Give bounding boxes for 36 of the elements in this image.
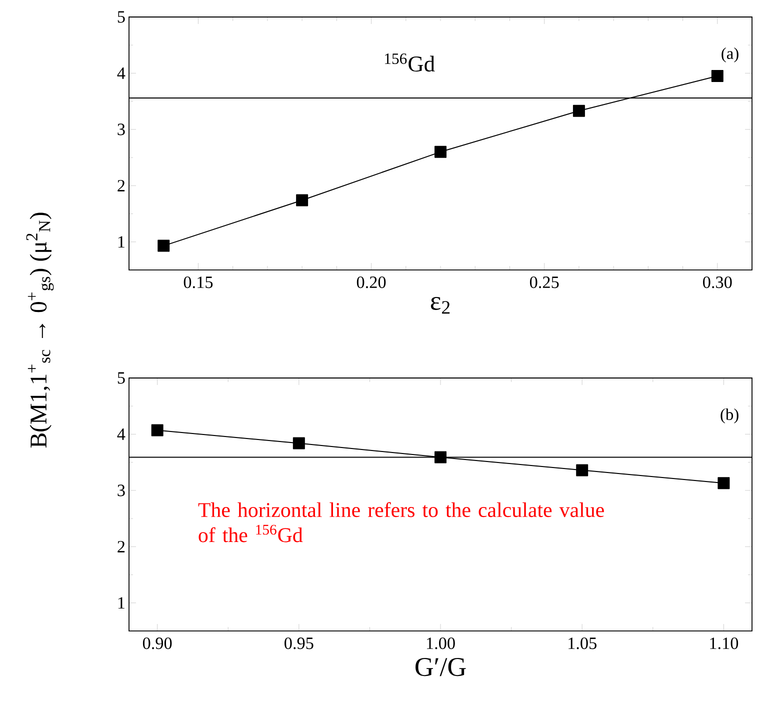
annotation: (a): [722, 47, 738, 62]
y-tick-label: 3: [118, 484, 125, 496]
y-tick-label: 4: [117, 428, 126, 440]
point: [158, 240, 170, 252]
x-tick-label: 1.00: [426, 637, 455, 650]
annotation: The horizontal line refers to the calculate value of the $^{156}$Gd: [198, 502, 604, 542]
point: [151, 424, 164, 436]
x-tick-label: 0.25: [530, 276, 559, 288]
y-tick-label: 3: [118, 124, 125, 136]
point: [718, 477, 730, 490]
point: [296, 194, 308, 206]
point: [576, 464, 588, 476]
x-tick-label: 0.20: [356, 276, 386, 288]
x-tick-label: 0.30: [703, 276, 732, 288]
x-axis-title: ε$_{2}$: [430, 297, 450, 314]
x-tick-label: 1.10: [710, 637, 738, 650]
annotation: (b): [720, 408, 738, 424]
point: [434, 146, 447, 158]
y-tick-label: 1: [118, 236, 124, 248]
point: [292, 437, 305, 450]
x-tick-label: 1.05: [568, 637, 596, 650]
y-tick-label: 1: [118, 597, 124, 609]
x-tick-label: 0.15: [184, 276, 213, 288]
y-tick-label: 5: [118, 372, 125, 384]
point: [572, 104, 585, 117]
y-tick-label: 2: [118, 540, 125, 552]
y-tick-label: 5: [118, 11, 125, 23]
annotation: $^{156}$Gd: [385, 53, 435, 72]
text: B(M1,1$^{+}$$_{sc}$ → 0$^{+}$$_{gs}$) (μ$^{2}$$_{N}$): [26, 212, 54, 448]
x-axis-title: G′/G: [416, 658, 466, 676]
x-tick-label: 0.95: [284, 637, 314, 650]
y-tick-label: 2: [118, 180, 125, 192]
point: [711, 70, 724, 82]
y-tick-label: 4: [117, 68, 126, 79]
point: [434, 451, 447, 464]
x-tick-label: 0.90: [142, 637, 172, 650]
